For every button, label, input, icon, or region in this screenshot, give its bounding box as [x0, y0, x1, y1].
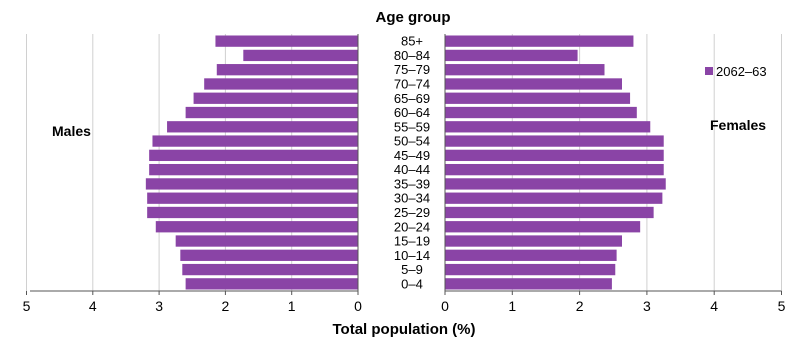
bar-females-0 — [445, 35, 634, 47]
bar-males-13 — [155, 221, 358, 233]
tick-label-females: 1 — [508, 298, 516, 314]
category-label: 70–74 — [394, 76, 430, 91]
bar-females-12 — [445, 206, 654, 219]
category-label: 20–24 — [394, 219, 430, 234]
bar-females-1 — [445, 49, 578, 62]
legend-label: 2062–63 — [716, 64, 767, 79]
bar-males-1 — [243, 49, 358, 62]
bar-females-15 — [445, 249, 617, 261]
chart-title: Age group — [376, 9, 451, 26]
category-labels: 85+80–8475–7970–7465–6960–6455–5950–5445… — [394, 34, 430, 292]
category-label: 40–44 — [394, 162, 430, 177]
bar-males-12 — [147, 206, 358, 219]
bar-males-7 — [152, 135, 358, 147]
legend-swatch — [705, 67, 713, 75]
legend: 2062–63 — [705, 64, 767, 79]
tick-label-females: 2 — [576, 298, 584, 314]
bar-males-9 — [149, 163, 358, 176]
category-label: 5–9 — [401, 262, 423, 277]
tick-labels: 5 4 3 2 1 0 0 1 2 3 4 5 — [23, 298, 786, 314]
bar-males-15 — [180, 249, 358, 261]
bar-females-5 — [445, 106, 637, 119]
x-axis-title: Total population (%) — [332, 321, 475, 338]
bar-females-11 — [445, 192, 663, 204]
bar-males-8 — [149, 149, 358, 162]
bar-males-0 — [215, 35, 358, 47]
category-label: 60–64 — [394, 105, 430, 120]
tick-label-females: 3 — [643, 298, 651, 314]
tick-label-males: 0 — [354, 298, 362, 314]
tick-label-males: 5 — [23, 298, 31, 314]
bar-females-16 — [445, 263, 616, 276]
bar-males-17 — [185, 278, 358, 290]
bar-females-14 — [445, 235, 622, 247]
bar-males-16 — [182, 263, 358, 276]
bar-females-9 — [445, 163, 664, 176]
bar-females-4 — [445, 92, 631, 104]
category-label: 80–84 — [394, 48, 430, 63]
tick-label-males: 1 — [288, 298, 296, 314]
bar-females-17 — [445, 278, 612, 290]
category-label: 50–54 — [394, 134, 430, 149]
bar-males-5 — [185, 106, 358, 119]
category-label: 75–79 — [394, 62, 430, 77]
bar-males-11 — [147, 192, 358, 204]
category-label: 55–59 — [394, 119, 430, 134]
category-label: 25–29 — [394, 205, 430, 220]
tick-label-males: 4 — [89, 298, 97, 314]
bar-females-13 — [445, 221, 641, 233]
bar-males-3 — [204, 78, 358, 90]
category-label: 85+ — [401, 34, 423, 49]
bar-males-10 — [145, 178, 358, 190]
tick-label-males: 3 — [155, 298, 163, 314]
bar-females-10 — [445, 178, 666, 190]
tick-label-females: 4 — [710, 298, 718, 314]
category-label: 10–14 — [394, 248, 430, 263]
bar-males-14 — [175, 235, 358, 247]
bar-males-4 — [193, 92, 358, 104]
category-label: 15–19 — [394, 234, 430, 249]
tick-label-females: 0 — [441, 298, 449, 314]
bar-females-6 — [445, 121, 651, 133]
tick-label-males: 2 — [222, 298, 230, 314]
bar-females-7 — [445, 135, 664, 147]
axes — [26, 34, 782, 295]
category-label: 45–49 — [394, 148, 430, 163]
bar-males-6 — [167, 121, 358, 133]
females-label: Females — [710, 117, 766, 133]
category-label: 35–39 — [394, 176, 430, 191]
bar-females-3 — [445, 78, 622, 90]
males-label: Males — [52, 123, 91, 139]
category-label: 0–4 — [401, 276, 423, 291]
tick-label-females: 5 — [778, 298, 786, 314]
category-label: 65–69 — [394, 91, 430, 106]
category-label: 30–34 — [394, 191, 430, 206]
bar-females-8 — [445, 149, 664, 162]
bar-males-2 — [216, 64, 358, 76]
bar-females-2 — [445, 64, 605, 76]
bars — [145, 35, 666, 290]
grid-lines — [26, 34, 782, 291]
